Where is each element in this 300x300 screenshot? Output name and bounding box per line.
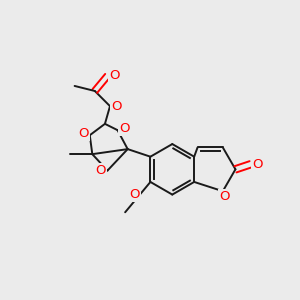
Text: O: O: [78, 127, 88, 140]
Text: O: O: [109, 69, 119, 82]
Text: O: O: [96, 164, 106, 177]
Text: O: O: [119, 122, 129, 135]
Text: O: O: [252, 158, 262, 171]
Text: O: O: [219, 190, 230, 203]
Text: O: O: [129, 188, 140, 201]
Text: O: O: [111, 100, 122, 113]
